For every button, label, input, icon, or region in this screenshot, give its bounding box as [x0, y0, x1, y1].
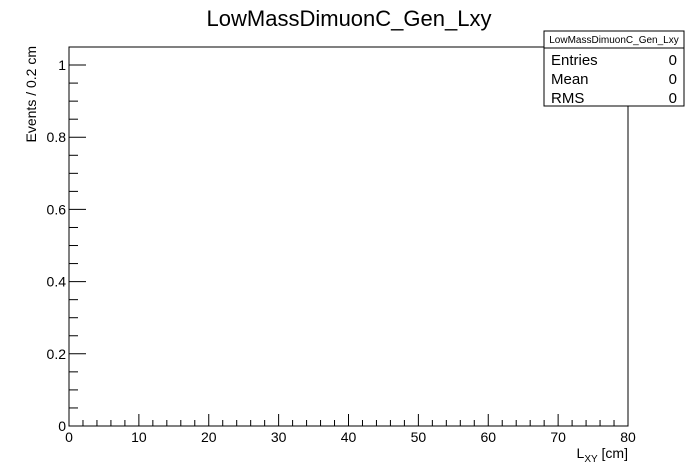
chart-title: LowMassDimuonC_Gen_Lxy [207, 6, 492, 31]
x-tick-label: 30 [271, 429, 287, 445]
stats-box-frame [543, 30, 685, 107]
x-tick-label: 10 [131, 429, 147, 445]
y-axis-ticks: 0 0.2 0.4 0.6 0.8 1 [47, 46, 86, 434]
x-axis-label-main: L [577, 445, 585, 461]
x-axis-label-subscript: XY [584, 454, 598, 465]
x-axis-ticks: 0 10 20 30 40 50 60 70 80 [65, 414, 636, 445]
x-tick-label: 50 [411, 429, 427, 445]
stats-entries-label: Entries [551, 52, 598, 69]
x-axis-label-unit: [cm] [598, 445, 628, 461]
stats-rms-label: RMS [551, 90, 584, 107]
x-tick-label: 0 [65, 429, 73, 445]
x-tick-label: 40 [341, 429, 357, 445]
x-tick-label: 70 [550, 429, 566, 445]
x-tick-label: 20 [201, 429, 217, 445]
stats-box-title: LowMassDimuonC_Gen_Lxy [549, 35, 679, 46]
x-axis-label: LXY [cm] [577, 445, 628, 465]
y-axis-label: Events / 0.2 cm [23, 46, 39, 142]
stats-mean-value: 0 [669, 71, 677, 88]
stats-box: LowMassDimuonC_Gen_Lxy Entries 0 Mean 0 … [543, 30, 685, 107]
y-tick-label: 0 [58, 418, 66, 434]
x-tick-label: 80 [620, 429, 636, 445]
y-tick-label: 0.2 [47, 346, 67, 362]
y-tick-label: 0.6 [47, 201, 67, 217]
stats-entries-value: 0 [669, 52, 677, 69]
y-tick-label: 1 [58, 57, 66, 73]
y-tick-label: 0.4 [47, 274, 67, 290]
x-tick-label: 60 [480, 429, 496, 445]
stats-mean-label: Mean [551, 71, 589, 88]
stats-rms-value: 0 [669, 90, 677, 107]
y-tick-label: 0.8 [47, 129, 67, 145]
